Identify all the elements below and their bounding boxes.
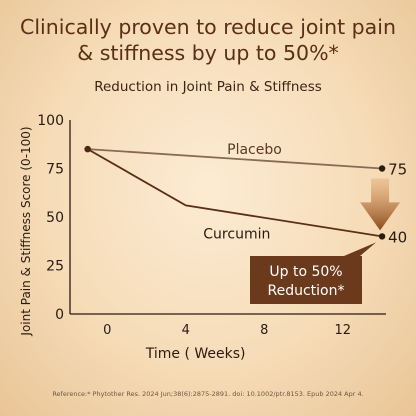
y-tick-label: 50 [46,210,64,226]
series-name-label: Curcumin [203,226,270,242]
headline-line-1: Clinically proven to reduce joint pain [20,15,396,39]
series-name-label: Placebo [227,142,282,158]
x-tick-label: 8 [260,323,268,338]
x-axis-label: Time ( Weeks) [145,346,246,362]
reference-footnote: Reference:* Phytother Res. 2024 Jun;38(6… [52,390,364,398]
data-label: 75 [388,161,407,179]
y-axis-label: Joint Pain & Stiffness Score (0-100) [19,126,33,336]
series-line-placebo [87,148,383,170]
data-point [378,165,386,172]
x-tick-label: 0 [103,323,111,338]
x-tick-label: 4 [182,323,190,338]
callout-text: Up to 50% [269,264,342,280]
callout-pointer [344,242,377,256]
data-point [84,145,91,153]
data-label: 40 [388,228,407,246]
reduction-arrow [360,178,401,231]
y-tick-label: 75 [46,162,64,178]
y-tick-label: 25 [46,259,64,275]
data-point [378,233,386,240]
headline-line-2: & stiffness by up to 50%* [77,41,339,65]
callout-text: Reduction* [268,283,345,299]
chart-title: Reduction in Joint Pain & Stiffness [94,79,322,95]
reduction-callout [250,256,362,304]
headline: Clinically proven to reduce joint pain &… [0,14,416,66]
y-tick-label: 0 [55,307,64,323]
series-line-curcumin [87,148,383,238]
y-tick-label: 100 [37,113,64,129]
x-tick-label: 12 [335,323,352,338]
